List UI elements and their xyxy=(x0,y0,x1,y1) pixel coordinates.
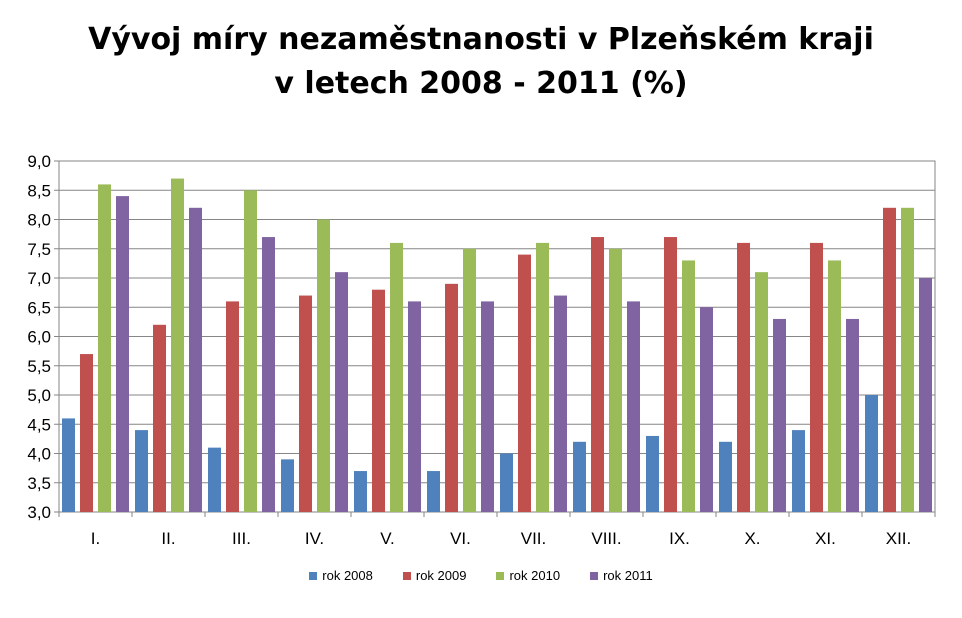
bar xyxy=(682,260,695,512)
bar xyxy=(573,441,586,512)
bar xyxy=(390,242,403,512)
bar xyxy=(664,237,677,513)
x-tick-label: V. xyxy=(380,529,395,548)
bar xyxy=(281,459,294,512)
chart-title-line1: Vývoj míry nezaměstnanosti v Plzeňském k… xyxy=(88,22,874,57)
y-tick-label: 5,5 xyxy=(27,357,51,376)
bar xyxy=(244,190,257,512)
y-tick-label: 5,0 xyxy=(27,386,51,405)
y-tick-label: 6,5 xyxy=(27,298,51,317)
bar xyxy=(335,272,348,512)
bar xyxy=(919,278,932,512)
bar xyxy=(408,301,421,512)
bar xyxy=(262,237,275,513)
legend-swatch xyxy=(496,571,505,580)
bar xyxy=(865,395,878,512)
y-tick-label: 8,0 xyxy=(27,211,51,230)
bar xyxy=(883,207,896,513)
bar xyxy=(518,254,531,512)
legend-label: rok 2008 xyxy=(322,568,373,583)
legend-swatch xyxy=(402,571,411,580)
bar xyxy=(171,178,184,513)
y-tick-label: 4,5 xyxy=(27,415,51,434)
bar xyxy=(773,318,786,512)
bars xyxy=(62,178,932,513)
legend-label: rok 2010 xyxy=(509,568,561,583)
bar xyxy=(427,471,440,512)
bar xyxy=(591,237,604,513)
y-tick-label: 7,5 xyxy=(27,240,51,259)
x-tick-label: IV. xyxy=(305,529,324,548)
bar xyxy=(317,219,330,512)
axes: 3,0 3,5 4,0 4,5 5,0 5,5 6,0 6,5 7,0 7,5 8,0 8,5 9,0 I… xyxy=(27,152,936,548)
x-tick-label: VI. xyxy=(450,529,471,548)
x-tick-label: IX. xyxy=(669,529,690,548)
bar xyxy=(98,184,111,512)
bar xyxy=(208,447,221,512)
x-tick-label: III. xyxy=(232,529,251,548)
legend-label: rok 2011 xyxy=(603,568,653,583)
bar xyxy=(719,441,732,512)
bar xyxy=(500,453,513,512)
x-tick-label: XII. xyxy=(886,529,912,548)
legend-item: rok 2010 xyxy=(496,568,560,583)
bar xyxy=(828,260,841,512)
y-tick-label: 7,0 xyxy=(27,269,51,288)
bar xyxy=(609,248,622,512)
bar xyxy=(627,301,640,512)
x-tick-label: XI. xyxy=(815,529,836,548)
chart-title-line2: v letech 2008 - 2011 (%) xyxy=(274,66,688,101)
bar xyxy=(554,295,567,512)
bar xyxy=(700,307,713,512)
y-tick-label: 4,0 xyxy=(27,445,51,464)
bar xyxy=(445,283,458,512)
bar xyxy=(536,242,549,512)
bar xyxy=(189,207,202,513)
bar xyxy=(116,196,129,512)
x-tick-label: X. xyxy=(744,529,760,548)
y-tick-label: 9,0 xyxy=(27,152,51,171)
bar xyxy=(299,295,312,512)
gridlines xyxy=(58,160,936,513)
bar xyxy=(354,471,367,512)
legend-item: rok 2008 xyxy=(309,568,373,583)
bar xyxy=(62,418,75,512)
bar xyxy=(372,289,385,512)
bar xyxy=(481,301,494,512)
bar xyxy=(463,248,476,512)
chart-legend: rok 2008 rok 2009 rok 2010 rok 2011 xyxy=(0,568,962,583)
bar xyxy=(646,435,659,512)
bar xyxy=(755,272,768,512)
bar xyxy=(737,242,750,512)
legend-item: rok 2011 xyxy=(590,568,653,583)
y-tick-label: 8,5 xyxy=(27,181,51,200)
bar xyxy=(846,318,859,512)
x-tick-label: I. xyxy=(91,529,100,548)
y-tick-label: 3,5 xyxy=(27,474,51,493)
y-tick-label: 6,0 xyxy=(27,328,51,347)
bar xyxy=(792,430,805,512)
legend-swatch xyxy=(590,571,599,580)
x-tick-label: VIII. xyxy=(591,529,621,548)
legend-item: rok 2009 xyxy=(402,568,467,583)
y-tick-label: 3,0 xyxy=(27,503,51,522)
chart-title: Vývoj míry nezaměstnanosti v Plzeňském k… xyxy=(0,18,962,106)
legend-swatch xyxy=(309,571,318,580)
bar xyxy=(810,242,823,512)
legend-label: rok 2009 xyxy=(415,568,467,583)
bar xyxy=(226,301,239,512)
bar xyxy=(80,354,93,512)
x-tick-label: VII. xyxy=(521,529,547,548)
bar xyxy=(135,430,148,512)
bar xyxy=(901,207,914,513)
x-tick-label: II. xyxy=(161,529,175,548)
bar xyxy=(153,324,166,512)
